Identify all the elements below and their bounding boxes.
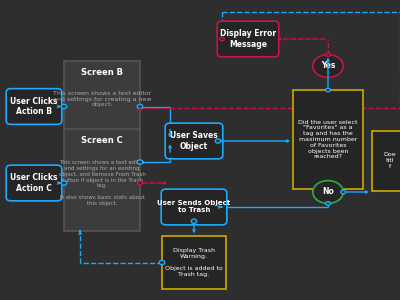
Circle shape <box>138 181 142 185</box>
Text: User Clicks
Action C: User Clicks Action C <box>10 173 58 193</box>
Text: User Sends Object
to Trash: User Sends Object to Trash <box>157 200 231 214</box>
Circle shape <box>61 104 67 109</box>
Circle shape <box>61 181 67 185</box>
FancyBboxPatch shape <box>6 89 62 124</box>
Circle shape <box>326 202 330 205</box>
Circle shape <box>341 190 346 194</box>
Bar <box>372 130 400 190</box>
Circle shape <box>313 55 343 77</box>
Circle shape <box>220 37 224 41</box>
Circle shape <box>137 104 143 109</box>
Text: Doe
titl
f: Doe titl f <box>384 152 396 169</box>
Text: Yes: Yes <box>321 61 335 70</box>
Text: Display Trash
Warning.

Object is added to
Trash tag.: Display Trash Warning. Object is added t… <box>165 248 223 277</box>
Circle shape <box>137 160 143 164</box>
Text: Display Error
Message: Display Error Message <box>220 29 276 49</box>
FancyBboxPatch shape <box>217 21 279 57</box>
Text: Screen C: Screen C <box>81 136 123 145</box>
Text: This screen shows a text editor
and settings for creating a new
object.: This screen shows a text editor and sett… <box>53 91 151 107</box>
Text: Screen B: Screen B <box>81 68 123 77</box>
Text: No: No <box>322 188 334 196</box>
Text: Did the user select
"Favorites" as a
tag and has the
maximum number
of Favorites: Did the user select "Favorites" as a tag… <box>298 120 358 159</box>
Text: User Saves
Object: User Saves Object <box>170 131 218 151</box>
Bar <box>293 90 363 189</box>
Circle shape <box>313 181 343 203</box>
Bar <box>64 129 140 231</box>
FancyBboxPatch shape <box>165 123 223 159</box>
Circle shape <box>326 88 330 92</box>
Text: User Clicks
Action B: User Clicks Action B <box>10 97 58 116</box>
Circle shape <box>159 260 165 265</box>
Text: This screen shows a text editor
and settings for an existing
object, and Remove : This screen shows a text editor and sett… <box>58 160 146 206</box>
Circle shape <box>215 139 221 143</box>
FancyBboxPatch shape <box>161 189 227 225</box>
Bar <box>64 61 140 130</box>
Circle shape <box>191 219 197 223</box>
Circle shape <box>326 53 330 56</box>
FancyBboxPatch shape <box>6 165 62 201</box>
Bar <box>162 236 226 289</box>
